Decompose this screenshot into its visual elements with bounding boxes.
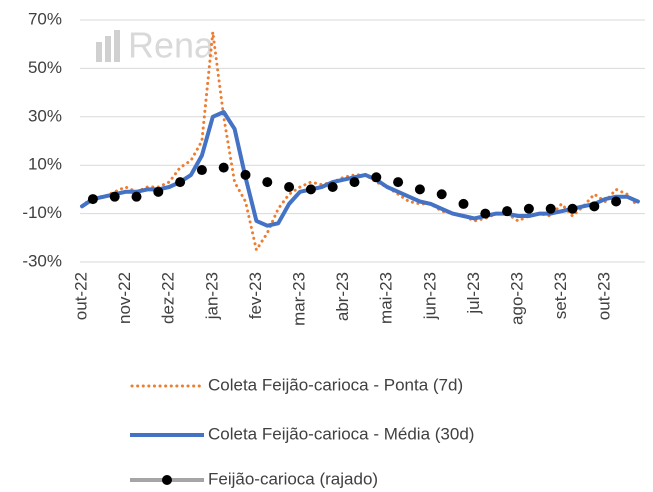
x-tick-label: set-23 <box>551 272 570 319</box>
data-point <box>589 201 600 212</box>
y-tick-label: -30% <box>22 251 62 270</box>
data-point <box>327 181 338 192</box>
data-point <box>196 165 207 176</box>
data-point <box>109 191 120 202</box>
data-point <box>284 181 295 192</box>
y-tick-label: 50% <box>28 58 62 77</box>
data-point <box>153 186 164 197</box>
data-point <box>218 162 229 173</box>
x-tick-label: fev-23 <box>246 272 265 319</box>
x-tick-label: jul-23 <box>464 272 483 315</box>
x-tick-label: mai-23 <box>377 272 396 324</box>
data-point <box>480 208 491 219</box>
y-tick-label: 10% <box>28 155 62 174</box>
x-tick-label: ago-23 <box>507 272 526 325</box>
y-tick-label: -10% <box>22 203 62 222</box>
data-point <box>87 194 98 205</box>
watermark-logo <box>96 30 120 62</box>
x-tick-label: out-22 <box>71 272 90 320</box>
watermark: Rena <box>128 25 215 66</box>
x-tick-label: abr-23 <box>333 272 352 321</box>
y-tick-label: 30% <box>28 106 62 125</box>
legend-marker <box>162 475 172 485</box>
x-tick-label: mar-23 <box>289 272 308 326</box>
data-point <box>371 172 382 183</box>
x-tick-label: dez-22 <box>159 272 178 324</box>
series-line <box>80 110 640 228</box>
data-point <box>131 191 142 202</box>
data-point <box>502 206 513 217</box>
data-point <box>567 203 578 214</box>
data-point <box>240 169 251 180</box>
data-point <box>458 198 469 209</box>
data-point <box>393 177 404 188</box>
legend-label: Coleta Feijão-carioca - Ponta (7d) <box>208 375 463 394</box>
legend-label: Feijão-carioca (rajado) <box>208 469 378 488</box>
data-point <box>545 203 556 214</box>
x-tick-label: nov-22 <box>115 272 134 324</box>
x-tick-label: jun-23 <box>420 272 439 320</box>
x-tick-label: jan-23 <box>202 272 221 320</box>
data-point <box>175 177 186 188</box>
data-point <box>436 189 447 200</box>
y-tick-label: 70% <box>28 9 62 28</box>
data-point <box>523 203 534 214</box>
data-point <box>262 177 273 188</box>
legend-label: Coleta Feijão-carioca - Média (30d) <box>208 424 474 443</box>
data-point <box>349 177 360 188</box>
data-point <box>414 184 425 195</box>
x-tick-label: out-23 <box>595 272 614 320</box>
data-point <box>305 184 316 195</box>
data-point <box>611 196 622 207</box>
